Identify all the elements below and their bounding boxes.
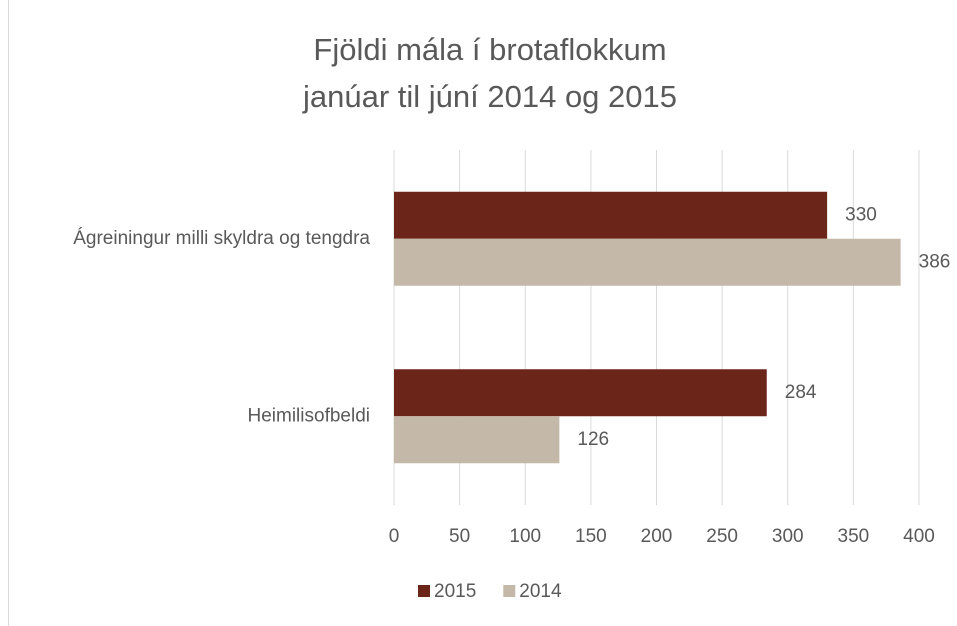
data-label: 126 <box>577 429 609 450</box>
bar <box>394 238 901 286</box>
x-tick-label: 50 <box>449 526 470 547</box>
y-tick-label: Heimilisofbeldi <box>248 405 371 426</box>
data-label: 386 <box>919 251 951 272</box>
chart-title: Fjöldi mála í brotaflokkum <box>313 32 666 67</box>
legend-swatch <box>418 585 430 597</box>
chart-frame <box>8 0 957 626</box>
legend-label: 2015 <box>434 581 476 602</box>
x-tick-label: 300 <box>772 526 804 547</box>
x-tick-label: 0 <box>389 526 400 547</box>
x-tick-label: 400 <box>903 526 935 547</box>
data-label: 330 <box>845 204 877 225</box>
legend-swatch <box>503 585 516 597</box>
x-tick-label: 100 <box>509 526 541 547</box>
bar <box>394 191 828 239</box>
legend-label: 2014 <box>519 581 562 602</box>
bar <box>394 369 767 417</box>
x-tick-label: 350 <box>838 526 870 547</box>
chart-subtitle: janúar til júní 2014 og 2015 <box>302 79 677 114</box>
y-tick-label: Ágreiningur milli skyldra og tengdra <box>73 228 370 249</box>
bar <box>394 416 560 464</box>
x-tick-label: 150 <box>575 526 607 547</box>
x-tick-label: 250 <box>706 526 738 547</box>
x-tick-label: 200 <box>641 526 673 547</box>
data-label: 284 <box>785 382 817 403</box>
